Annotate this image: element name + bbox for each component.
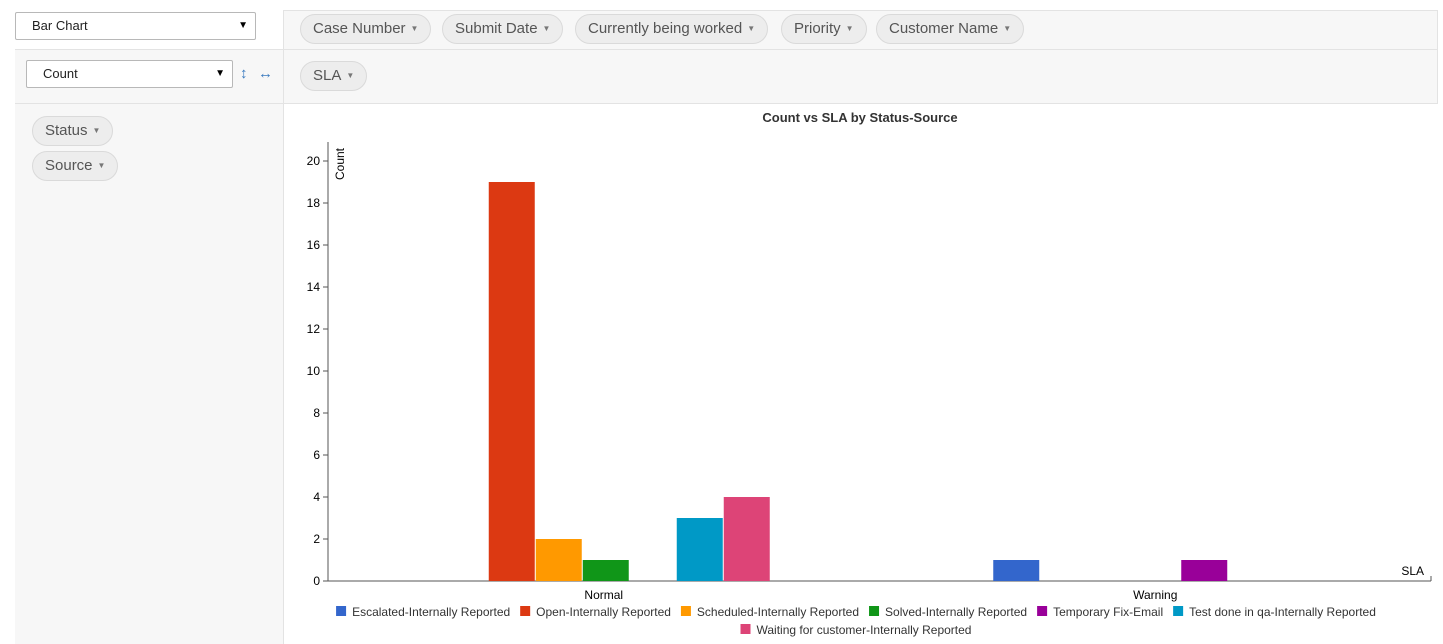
bar[interactable] (582, 560, 629, 581)
legend-swatch (680, 606, 691, 616)
legend-item-label[interactable]: Solved-Internally Reported (885, 605, 1027, 619)
left-right-arrow-icon[interactable]: ↔ (258, 65, 273, 82)
aggregator-select-value: Count (43, 66, 78, 81)
caret-down-icon: ▼ (542, 24, 551, 33)
legend-swatch (869, 606, 880, 616)
caret-down-icon: ▼ (346, 71, 355, 80)
bar[interactable] (535, 539, 582, 581)
caret-down-icon: ▼ (1003, 24, 1012, 33)
field-pill-label: Case Number (313, 20, 406, 37)
y-tick-label: 6 (313, 448, 320, 462)
x-tick-label: Warning (1133, 588, 1177, 602)
field-pill-case-number[interactable]: Case Number ▼ (300, 14, 432, 44)
legend-item-label[interactable]: Escalated-Internally Reported (352, 605, 510, 619)
y-tick-label: 8 (313, 406, 320, 420)
y-tick-label: 14 (307, 280, 321, 294)
y-tick-label: 18 (307, 196, 321, 210)
x-axis-label: SLA (1401, 564, 1424, 578)
bar[interactable] (488, 182, 535, 581)
field-pill-label: Submit Date (455, 20, 538, 37)
y-tick-label: 16 (307, 238, 321, 252)
legend-swatch (336, 606, 347, 616)
divider (1437, 10, 1438, 104)
renderer-select-value: Bar Chart (32, 18, 88, 33)
legend-item-label[interactable]: Open-Internally Reported (536, 605, 671, 619)
divider (15, 49, 1438, 50)
y-tick-label: 4 (313, 490, 320, 504)
y-tick-label: 0 (313, 574, 320, 588)
divider (283, 10, 284, 644)
field-pill-label: Source (45, 157, 93, 174)
axis-pill-source[interactable]: Source ▼ (32, 151, 119, 181)
y-tick-label: 12 (307, 322, 321, 336)
legend-item-label[interactable]: Test done in qa-Internally Reported (1189, 605, 1376, 619)
bar[interactable] (676, 518, 723, 581)
column-axis-bar (284, 50, 1438, 103)
y-axis-label: Count (333, 147, 347, 180)
field-pill-currently-being-worked[interactable]: Currently being worked ▼ (575, 14, 769, 44)
row-axis-panel (15, 104, 283, 644)
legend-swatch (740, 624, 751, 634)
y-tick-label: 10 (307, 364, 321, 378)
y-tick-label: 20 (307, 154, 321, 168)
caret-down-icon: ▼ (845, 24, 854, 33)
legend-item-label[interactable]: Temporary Fix-Email (1053, 605, 1163, 619)
renderer-select[interactable]: Bar Chart ▼ (15, 12, 256, 40)
legend-item-label[interactable]: Scheduled-Internally Reported (697, 605, 859, 619)
chart-title: Count vs SLA by Status-Source (762, 110, 957, 125)
up-down-arrow-icon[interactable]: ↕ (240, 65, 248, 82)
chevron-down-icon: ▼ (215, 68, 225, 79)
axis-pill-sla[interactable]: SLA ▼ (300, 61, 368, 91)
field-pill-label: Customer Name (889, 20, 999, 37)
field-pill-priority[interactable]: Priority ▼ (781, 14, 867, 44)
divider (15, 103, 1438, 104)
legend-swatch (1037, 606, 1048, 616)
x-tick-label: Normal (584, 588, 623, 602)
field-pill-submit-date[interactable]: Submit Date ▼ (442, 14, 564, 44)
field-pill-label: Currently being worked (588, 20, 743, 37)
bar[interactable] (723, 497, 770, 581)
legend-swatch (520, 606, 531, 616)
bar[interactable] (993, 560, 1040, 581)
y-tick-label: 2 (313, 532, 320, 546)
field-pill-customer-name[interactable]: Customer Name ▼ (876, 14, 1025, 44)
bar[interactable] (1181, 560, 1228, 581)
field-pill-label: Priority (794, 20, 841, 37)
caret-down-icon: ▼ (92, 126, 101, 135)
field-pill-label: SLA (313, 67, 342, 84)
caret-down-icon: ▼ (410, 24, 419, 33)
aggregator-select[interactable]: Count ▼ (26, 60, 233, 88)
bar-chart: Count vs SLA by Status-Source Count SLA … (307, 110, 1432, 637)
legend-item-label[interactable]: Waiting for customer-Internally Reported (757, 623, 972, 637)
legend-swatch (1173, 606, 1184, 616)
axis-pill-status[interactable]: Status ▼ (32, 116, 114, 146)
caret-down-icon: ▼ (747, 24, 756, 33)
chevron-down-icon: ▼ (238, 20, 248, 31)
field-pill-label: Status (45, 122, 88, 139)
caret-down-icon: ▼ (97, 161, 106, 170)
